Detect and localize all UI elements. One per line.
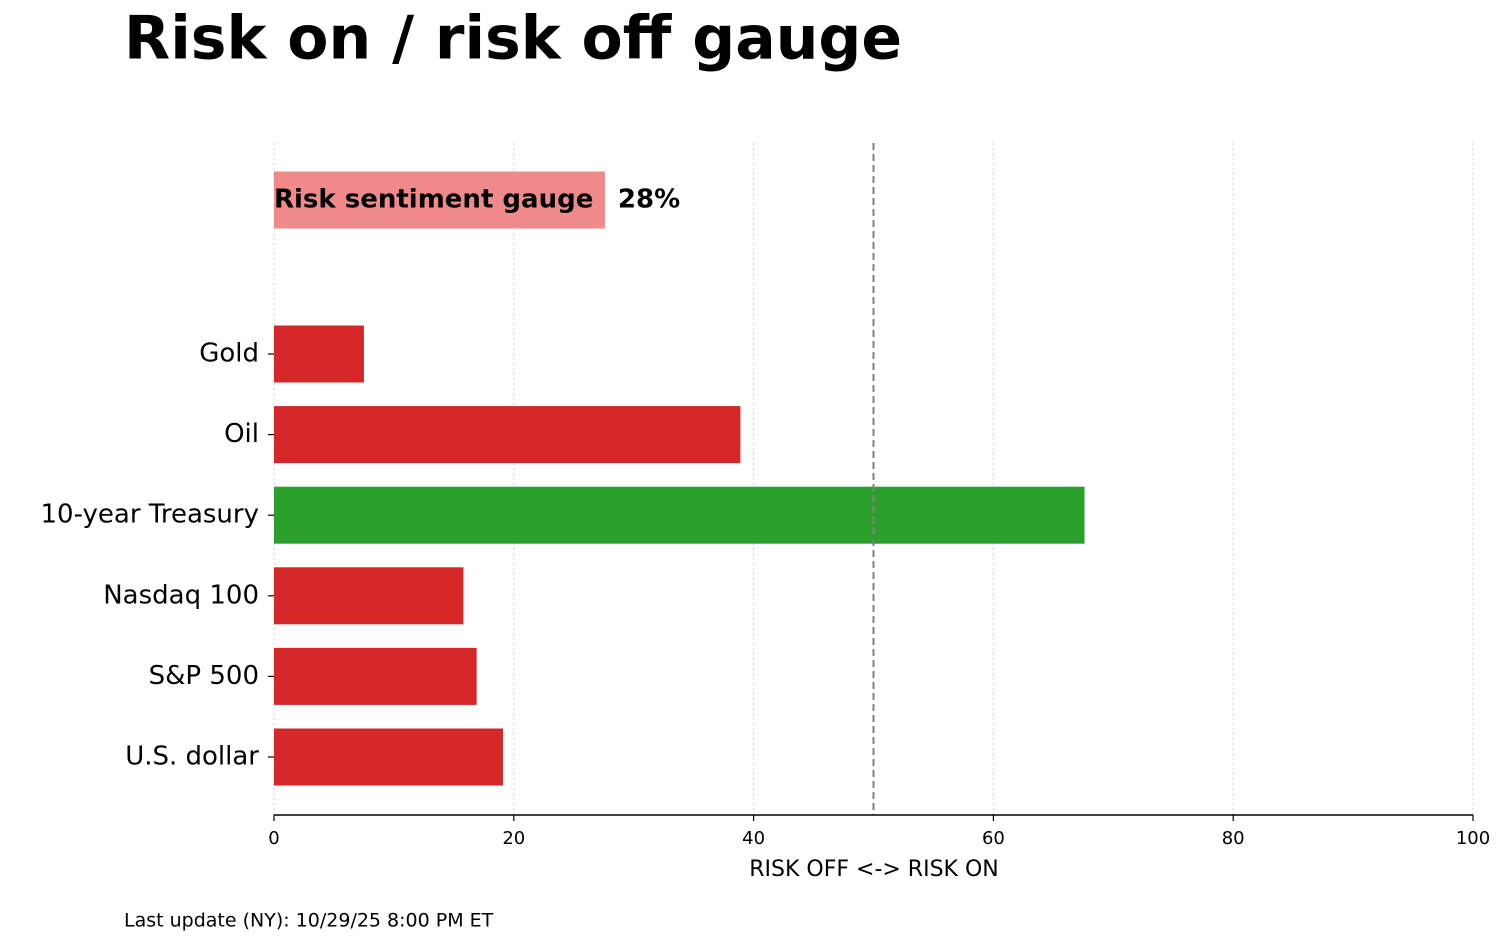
footer: Last update (NY): 10/29/25 8:00 PM ET (124, 910, 494, 932)
y-tick-label: U.S. dollar (125, 742, 259, 772)
x-tick-label: 40 (742, 828, 765, 849)
gauge-bar (274, 171, 605, 229)
gauge-value-label: 28% (618, 185, 680, 215)
y-tick-label: S&P 500 (149, 661, 259, 691)
x-tick-label: 60 (982, 828, 1005, 849)
bar (274, 406, 741, 464)
bar (274, 325, 364, 383)
x-tick-label: 80 (1222, 828, 1245, 849)
bar (274, 647, 477, 705)
y-tick-label: Nasdaq 100 (103, 580, 259, 610)
x-tick-label: 100 (1456, 828, 1490, 849)
y-tick-label: Gold (199, 339, 259, 369)
x-tick-label: 0 (268, 828, 279, 849)
y-tick-label: Oil (224, 419, 259, 449)
gauge-label: Risk sentiment gauge (274, 185, 593, 215)
bar (274, 567, 464, 625)
x-tick-label: 20 (502, 828, 525, 849)
bar (274, 728, 504, 786)
x-axis-label: RISK OFF <-> RISK ON (749, 857, 999, 882)
y-tick-label: 10-year Treasury (41, 500, 260, 530)
bar (274, 486, 1085, 544)
chart-title: Risk on / risk off gauge (124, 4, 902, 74)
